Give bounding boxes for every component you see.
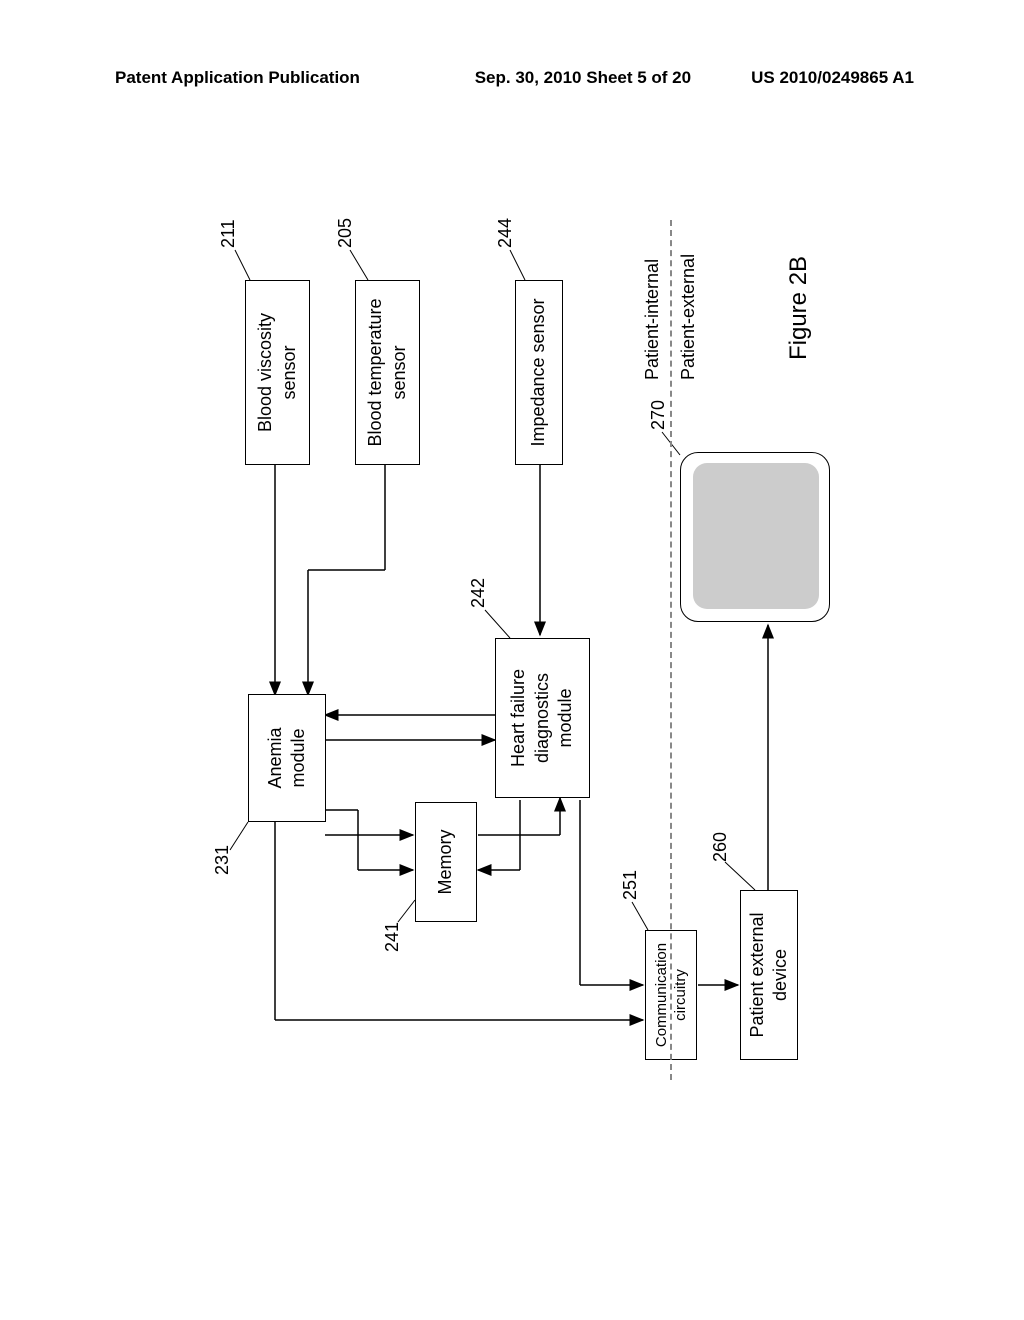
ref-260: 260 — [710, 832, 731, 862]
ref-241: 241 — [382, 922, 403, 952]
ref-251: 251 — [620, 870, 641, 900]
diagram-landscape: Blood viscositysensor 211 Blood temperat… — [90, 220, 950, 1080]
blood-viscosity-label: Blood viscositysensor — [254, 313, 301, 432]
blood-temperature-label: Blood temperaturesensor — [364, 298, 411, 446]
ref-211: 211 — [218, 219, 239, 248]
blood-temperature-sensor: Blood temperaturesensor — [355, 280, 420, 465]
region-external: Patient-external — [678, 254, 699, 380]
anemia-label: Anemia module — [264, 701, 311, 815]
impedance-label: Impedance sensor — [527, 298, 550, 446]
header-center: Sep. 30, 2010 Sheet 5 of 20 — [475, 68, 691, 88]
ref-244: 244 — [495, 218, 516, 248]
screen-device — [680, 452, 830, 622]
patient-external-label: Patient externaldevice — [746, 912, 793, 1037]
ref-242: 242 — [468, 578, 489, 608]
header-pubnum: US 2010/0249865 A1 — [751, 68, 914, 88]
header-right: Sep. 30, 2010 Sheet 5 of 20 US 2010/0249… — [475, 68, 914, 88]
anemia-module: Anemia module — [248, 694, 326, 822]
ref-270: 270 — [648, 400, 669, 430]
region-internal: Patient-internal — [642, 259, 663, 380]
screen-inner — [693, 463, 819, 609]
ref-205: 205 — [335, 218, 356, 248]
figure-label: Figure 2B — [785, 256, 813, 360]
heart-failure-label: Heart failurediagnosticsmodule — [507, 669, 577, 767]
blood-viscosity-sensor: Blood viscositysensor — [245, 280, 310, 465]
memory-label: Memory — [434, 830, 457, 895]
patient-boundary-line — [670, 220, 672, 1080]
header-left: Patent Application Publication — [115, 68, 360, 88]
page-header: Patent Application Publication Sep. 30, … — [0, 68, 1024, 88]
memory: Memory — [415, 802, 477, 922]
ref-231: 231 — [212, 845, 233, 875]
patient-external-device: Patient externaldevice — [740, 890, 798, 1060]
impedance-sensor: Impedance sensor — [515, 280, 563, 465]
heart-failure-module: Heart failurediagnosticsmodule — [495, 638, 590, 798]
